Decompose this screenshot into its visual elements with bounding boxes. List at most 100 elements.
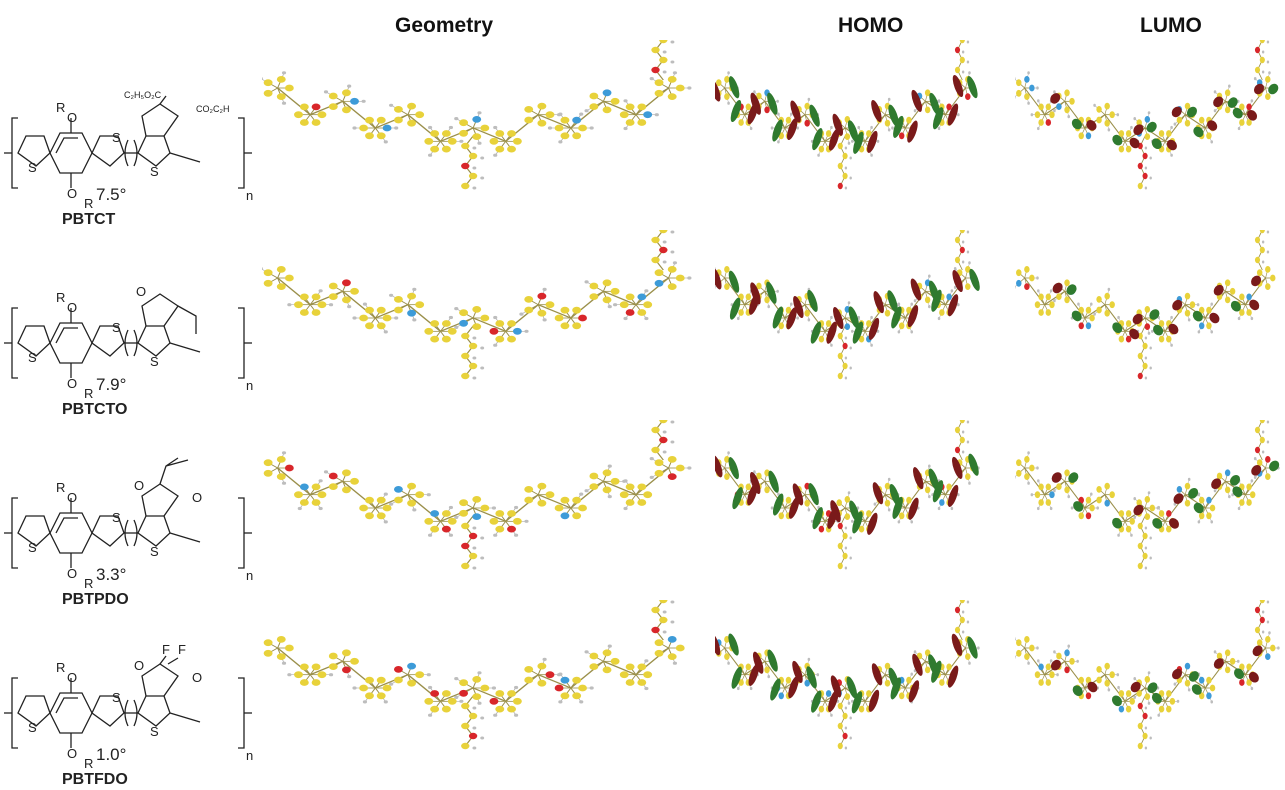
atom xyxy=(393,116,403,124)
orbital-lobe xyxy=(767,92,778,115)
atom xyxy=(1045,679,1052,686)
orbital-lobe xyxy=(1207,120,1218,131)
hydrogen-atom xyxy=(412,318,417,322)
atom xyxy=(1246,499,1252,506)
hydrogen-atom xyxy=(670,40,675,44)
atom xyxy=(1024,266,1030,273)
atom xyxy=(424,327,434,335)
atom xyxy=(441,145,451,153)
atom xyxy=(1056,652,1062,660)
orbital-lobe xyxy=(928,468,939,491)
atom-side xyxy=(1254,446,1261,454)
atom xyxy=(1085,306,1092,314)
atom xyxy=(745,663,752,671)
atom xyxy=(1069,657,1075,665)
atom xyxy=(537,292,547,300)
hydrogen-atom xyxy=(1144,376,1148,380)
atom xyxy=(376,116,386,124)
atom-label-s3: S xyxy=(150,544,159,559)
orbital-lobe xyxy=(1111,695,1123,707)
hydrogen-atom xyxy=(1149,736,1152,740)
bond xyxy=(570,290,604,319)
atom xyxy=(756,282,762,290)
hydrogen-atom xyxy=(1187,688,1191,692)
orbital-lobe xyxy=(947,665,959,688)
fused-ring xyxy=(141,103,179,137)
hydrogen-atom xyxy=(844,746,848,750)
bond xyxy=(603,480,637,496)
atom xyxy=(1016,459,1022,467)
atom xyxy=(1109,111,1115,119)
hydrogen-atom xyxy=(1266,250,1270,254)
bond xyxy=(407,114,442,142)
orbital-lobe xyxy=(752,651,764,674)
atom xyxy=(724,636,730,643)
atom xyxy=(1045,293,1052,301)
hydrogen-atom xyxy=(1261,240,1265,244)
hydrogen-atom xyxy=(737,686,740,691)
bond xyxy=(635,467,670,496)
orbital-lobe xyxy=(913,467,924,490)
orbital-lobe xyxy=(893,115,904,138)
atom xyxy=(1109,491,1115,499)
bond xyxy=(635,647,670,676)
atom xyxy=(1136,499,1142,507)
atom xyxy=(415,671,425,679)
hydrogen-atom xyxy=(389,502,394,506)
atom xyxy=(489,327,499,335)
hydrogen-atom xyxy=(1144,146,1148,150)
atom xyxy=(441,525,451,533)
atom xyxy=(602,666,612,674)
hydrogen-atom xyxy=(1015,476,1016,479)
atom xyxy=(537,662,547,670)
atom xyxy=(342,649,351,657)
atom-side xyxy=(1142,552,1148,560)
orbital-lobe xyxy=(1171,106,1182,118)
orbital-lobe xyxy=(1234,668,1245,679)
hydrogen-atom xyxy=(1170,125,1173,130)
atom xyxy=(1198,322,1205,330)
hydrogen-atom xyxy=(547,126,553,130)
hydrogen-atom xyxy=(383,520,388,524)
atom-group xyxy=(1015,230,1276,380)
atom xyxy=(524,296,534,303)
atom xyxy=(507,145,516,153)
atom xyxy=(276,76,286,83)
orbital-lobe xyxy=(786,307,797,330)
hydrogen-atom xyxy=(472,336,477,340)
atom-side xyxy=(837,182,843,190)
hydrogen-atom xyxy=(394,126,399,130)
hydrogen-atom xyxy=(389,293,394,297)
bond xyxy=(472,127,507,142)
atom xyxy=(365,692,374,700)
hydrogen-atom xyxy=(1261,430,1265,434)
hydrogen-atom xyxy=(1261,450,1265,454)
atom-side xyxy=(659,436,668,444)
atom xyxy=(495,510,505,517)
bond xyxy=(1185,114,1206,129)
hydrogen-atom xyxy=(910,520,914,524)
atom xyxy=(785,306,792,314)
hydrogen-atom xyxy=(524,329,529,333)
atom xyxy=(263,279,273,287)
hydrogen-atom xyxy=(1149,346,1152,350)
hydrogen-atom xyxy=(472,526,477,530)
atom-side xyxy=(954,446,961,454)
hydrogen-atom xyxy=(1067,495,1071,499)
atom-label-o-top: O xyxy=(67,110,77,125)
hydrogen-atom xyxy=(662,70,667,74)
hydrogen-atom xyxy=(662,260,667,264)
atom-side xyxy=(1254,256,1261,264)
hydrogen-atom xyxy=(480,346,485,350)
orbital-lobe xyxy=(1051,472,1062,483)
atom xyxy=(1166,335,1172,343)
orbital-lobe xyxy=(1086,120,1097,131)
atom-label-s1: S xyxy=(28,350,37,365)
atom xyxy=(825,130,832,137)
atom xyxy=(884,309,891,317)
atom xyxy=(619,671,629,679)
atom xyxy=(537,309,547,317)
orbital-lobe xyxy=(1073,501,1084,512)
molecule-model xyxy=(263,600,685,750)
atom-side xyxy=(651,626,660,634)
